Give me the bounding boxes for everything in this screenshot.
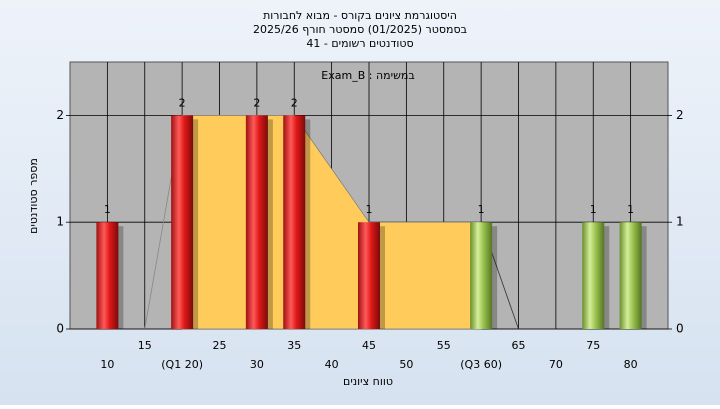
- x-tick-label: 10: [100, 358, 114, 371]
- bar: [245, 115, 268, 330]
- value-label: 1: [590, 203, 597, 216]
- x-tick-label: 80: [624, 358, 638, 371]
- x-tick-label: 30: [250, 358, 264, 371]
- value-label: 2: [179, 96, 186, 109]
- y-tick-label: 0: [56, 322, 64, 336]
- bar: [96, 222, 119, 329]
- y2-tick-label: 2: [676, 108, 684, 122]
- y2-tick-label: 0: [676, 322, 684, 336]
- bar: [283, 115, 306, 330]
- value-label: 2: [291, 96, 298, 109]
- value-label: 1: [104, 203, 111, 216]
- x-tick-label: 50: [399, 358, 413, 371]
- y-tick-label: 2: [56, 108, 64, 122]
- bar: [619, 222, 642, 329]
- x-tick-label: 40: [325, 358, 339, 371]
- chart-subtitle: בסמסטר (01/2025) סמסטר חורף 2025/26: [253, 23, 467, 36]
- x-tick-label: 70: [549, 358, 563, 371]
- annotation: Exam_B : במשימה: [321, 69, 414, 82]
- value-label: 1: [627, 203, 634, 216]
- y-axis-label: מספר סטודנטים: [27, 158, 40, 234]
- x-axis-label: טווח ציונים: [343, 375, 393, 388]
- y2-tick-label: 1: [676, 215, 684, 229]
- chart-subtitle: סטודנטים רשומים - 41: [306, 37, 413, 50]
- x-tick-label: 35: [287, 339, 301, 352]
- value-label: 1: [366, 203, 373, 216]
- x-tick-label: (Q3 60): [460, 358, 502, 371]
- x-tick-label: 15: [138, 339, 152, 352]
- chart-title: היסטוגרמת ציונים בקורס - מבוא לחבורות: [263, 9, 457, 22]
- x-tick-label: 65: [512, 339, 526, 352]
- x-tick-label: (Q1 20): [161, 358, 203, 371]
- x-tick-label: 45: [362, 339, 376, 352]
- bar: [582, 222, 605, 329]
- x-tick-label: 55: [437, 339, 451, 352]
- value-label: 1: [478, 203, 485, 216]
- value-label: 2: [253, 96, 260, 109]
- x-tick-label: 25: [213, 339, 227, 352]
- bar: [171, 115, 194, 330]
- bar: [358, 222, 380, 329]
- y-tick-label: 1: [56, 215, 64, 229]
- bar: [470, 222, 493, 329]
- x-tick-label: 75: [586, 339, 600, 352]
